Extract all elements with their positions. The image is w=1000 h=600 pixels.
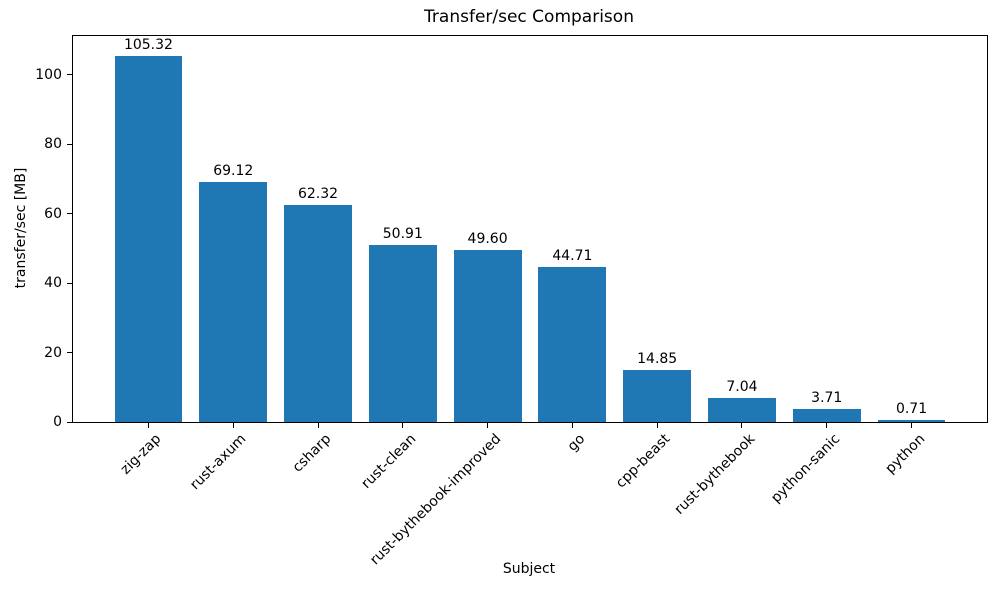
bar xyxy=(538,266,607,422)
bar-value-label: 50.91 xyxy=(382,226,423,243)
y-tick-label: 100 xyxy=(35,66,62,83)
bar-value-label: 105.32 xyxy=(123,37,173,54)
y-tick-mark xyxy=(67,213,72,215)
chart-title: Transfer/sec Comparison xyxy=(424,7,634,27)
bar xyxy=(623,370,692,422)
bar xyxy=(792,409,861,422)
y-tick-label: 60 xyxy=(44,205,62,222)
bar-value-label: 14.85 xyxy=(637,351,678,368)
y-tick-label: 40 xyxy=(44,275,62,292)
x-tick-mark xyxy=(147,423,149,428)
bar-value-label: 69.12 xyxy=(213,162,254,179)
y-tick-mark xyxy=(67,143,72,145)
y-tick-mark xyxy=(67,421,72,423)
bar xyxy=(284,205,352,422)
x-tick-mark xyxy=(741,423,743,428)
x-tick-mark xyxy=(826,423,828,428)
bar xyxy=(114,56,183,422)
bar xyxy=(368,245,437,422)
bar-value-label: 44.71 xyxy=(552,247,593,264)
x-tick-mark xyxy=(571,423,573,428)
y-tick-label: 0 xyxy=(53,414,62,430)
bar-value-label: 7.04 xyxy=(726,378,758,395)
y-tick-label: 80 xyxy=(44,136,62,153)
y-tick-mark xyxy=(67,74,72,76)
bar-value-label: 3.71 xyxy=(811,390,843,407)
plot-area: 105.32 zig-zap 69.12 rust-axum 62.32 csharp 50… xyxy=(35,35,988,568)
x-tick-mark xyxy=(402,423,404,428)
bar-value-label: 62.32 xyxy=(297,186,339,203)
x-tick-mark xyxy=(232,423,234,428)
x-tick-mark xyxy=(911,423,913,428)
bar xyxy=(453,249,522,422)
bar xyxy=(199,181,268,422)
y-tick-mark xyxy=(67,352,72,353)
x-axis-label: Subject xyxy=(502,561,556,577)
bar xyxy=(877,419,946,422)
y-tick-mark xyxy=(67,282,72,284)
x-tick-mark xyxy=(487,423,489,428)
bar xyxy=(708,397,776,422)
bar-value-label: 49.60 xyxy=(467,230,508,247)
x-tick-mark xyxy=(656,423,658,428)
x-tick-mark xyxy=(317,423,319,428)
bar-value-label: 0.71 xyxy=(895,400,928,417)
y-axis-label: transfer/sec [MB] xyxy=(13,167,29,289)
y-tick-label: 20 xyxy=(44,344,62,361)
